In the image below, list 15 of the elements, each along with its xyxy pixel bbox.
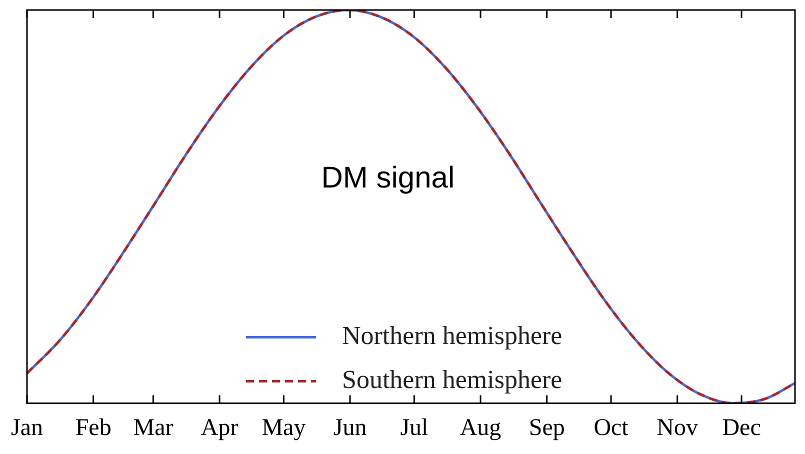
x-tick-label: Jun: [333, 414, 367, 441]
x-tick-label: Apr: [200, 414, 238, 441]
legend-label: Southern hemisphere: [342, 365, 562, 394]
x-tick-label: Jul: [400, 414, 429, 441]
x-tick-label: Aug: [460, 414, 502, 441]
x-tick-label: Jan: [10, 414, 43, 441]
x-tick-label: Dec: [722, 414, 761, 441]
x-tick-label: Feb: [75, 414, 112, 441]
x-tick-label: Sep: [528, 414, 565, 441]
x-tick-label: Mar: [133, 414, 174, 441]
x-tick-label: May: [262, 414, 306, 441]
legend-label: Northern hemisphere: [342, 321, 562, 350]
x-tick-label: Oct: [594, 414, 629, 441]
x-tick-label: Nov: [656, 414, 698, 441]
annotation: DM signal: [321, 161, 455, 194]
